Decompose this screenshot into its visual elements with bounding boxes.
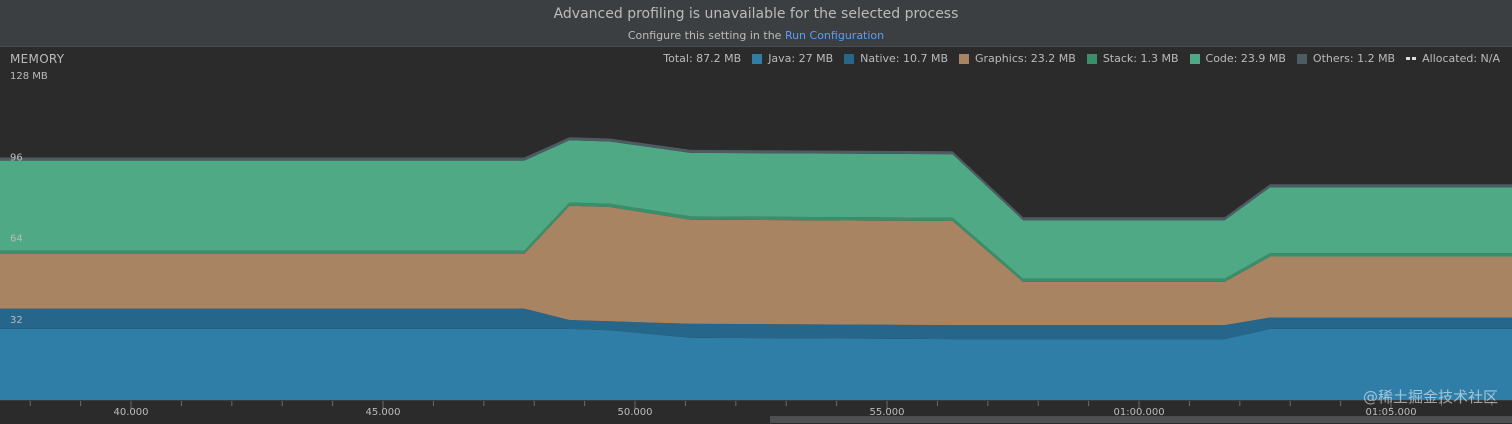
x-tick-label: 55.000 <box>870 407 905 418</box>
area-series-java <box>0 328 1512 400</box>
java-swatch-icon <box>752 53 763 64</box>
x-tick-label: 40.000 <box>114 407 149 418</box>
area-series-native <box>0 308 1512 340</box>
y-tick-label: 64 <box>10 234 23 245</box>
memory-legend: Total: 87.2 MB Java: 27 MB Native: 10.7 … <box>652 52 1500 65</box>
legend-graphics: Graphics: 23.2 MB <box>959 52 1076 65</box>
watermark: @稀土掘金技术社区 <box>1362 388 1498 406</box>
area-series-graphics <box>0 205 1512 326</box>
legend-total: Total: 87.2 MB <box>663 52 742 65</box>
y-tick-label: 96 <box>10 152 23 163</box>
legend-native: Native: 10.7 MB <box>844 52 948 65</box>
legend-others: Others: 1.2 MB <box>1296 52 1396 65</box>
memory-chart[interactable]: 128 MB 96 64 32 <box>0 47 1512 400</box>
legend-native-label: Native: 10.7 MB <box>860 52 949 65</box>
legend-graphics-label: Graphics: 23.2 MB <box>975 52 1076 65</box>
code-swatch-icon <box>1189 53 1200 64</box>
native-swatch-icon <box>844 53 855 64</box>
x-tick-label: 45.000 <box>366 407 401 418</box>
x-tick-label: 01:00.000 <box>1113 407 1164 418</box>
run-configuration-link[interactable]: Run Configuration <box>784 29 885 42</box>
y-tick-label: 32 <box>10 315 23 326</box>
memory-monitor[interactable]: 128 MB 96 64 32 MEMORY Total: 87.2 MB Java:… <box>0 47 1512 400</box>
legend-allocated-label: Allocated: N/A <box>1422 52 1500 65</box>
graphics-swatch-icon <box>959 53 970 64</box>
banner-subtitle: Configure this setting in the Run Config… <box>0 29 1512 42</box>
legend-stack: Stack: 1.3 MB <box>1086 52 1179 65</box>
banner-subtitle-text: Configure this setting in the <box>627 29 782 42</box>
area-series-code <box>0 140 1512 279</box>
legend-allocated: Allocated: N/A <box>1406 52 1500 65</box>
x-tick-label: 01:05.000 <box>1365 407 1416 418</box>
banner-title: Advanced profiling is unavailable for th… <box>553 6 959 22</box>
legend-java-label: Java: 27 MB <box>768 52 834 65</box>
area-series-others <box>0 137 1512 221</box>
allocated-dash-icon <box>1406 57 1417 60</box>
legend-java: Java: 27 MB <box>752 52 833 65</box>
x-tick-label: 50.000 <box>618 407 653 418</box>
legend-code: Code: 23.9 MB <box>1189 52 1286 65</box>
time-axis-svg: 40.000 45.000 50.000 55.000 01:00.000 01:05.0… <box>29 401 1493 418</box>
legend-others-label: Others: 1.2 MB <box>1312 52 1396 65</box>
timeline-scrollbar[interactable] <box>770 416 1512 423</box>
y-tick-label: 128 MB <box>10 71 48 82</box>
others-swatch-icon <box>1296 53 1307 64</box>
legend-code-label: Code: 23.9 MB <box>1205 52 1286 65</box>
profiling-banner: Advanced profiling is unavailable for th… <box>0 0 1512 47</box>
legend-stack-label: Stack: 1.3 MB <box>1102 52 1179 65</box>
area-series-stack <box>0 202 1512 282</box>
memory-label: MEMORY <box>10 52 65 66</box>
stack-swatch-icon <box>1086 53 1097 64</box>
